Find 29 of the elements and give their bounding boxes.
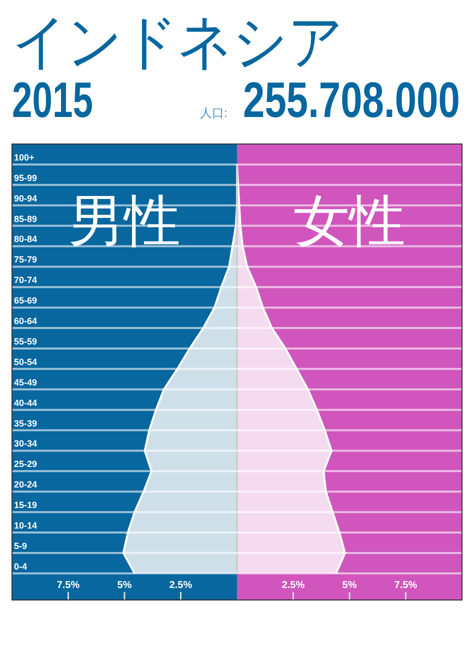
y-tick-label: 70-74 (14, 275, 38, 286)
x-tick-label: 5% (117, 580, 132, 591)
y-tick-label: 85-89 (14, 214, 38, 224)
y-tick-label: 5-9 (14, 540, 28, 551)
y-tick-label: 15-19 (14, 500, 38, 510)
y-tick-label: 90-94 (14, 193, 38, 204)
y-tick-label: 60-64 (14, 316, 38, 326)
chart-subtitle: 2015 (12, 72, 124, 128)
x-tick-label: 7.5% (394, 580, 418, 591)
y-tick-label: 55-59 (14, 336, 38, 346)
text: 人口: (200, 106, 228, 120)
y-tick-label: 80-84 (14, 234, 38, 244)
y-tick-label: 40-44 (14, 398, 38, 408)
y-tick-label: 30-34 (14, 438, 38, 449)
y-tick-label: 45-49 (14, 377, 38, 388)
y-tick-label: 50-54 (14, 356, 38, 367)
y-tick-label: 95-99 (14, 172, 38, 183)
y-tick-label: 20-24 (14, 480, 38, 490)
x-tick-label: 5% (342, 580, 357, 591)
y-tick-label: 100+ (14, 152, 34, 162)
y-tick-label: 25-29 (14, 459, 38, 470)
x-tick-label: 2.5% (282, 580, 305, 591)
x-tick-label: 7.5% (56, 580, 80, 591)
y-tick-label: 35-39 (14, 418, 38, 428)
y-tick-label: 10-14 (14, 520, 38, 531)
x-tick-label: 2.5% (169, 580, 192, 591)
y-tick-label: 0-4 (14, 561, 28, 572)
y-tick-label: 75-79 (14, 254, 38, 265)
y-tick-label: 65-69 (14, 296, 38, 306)
